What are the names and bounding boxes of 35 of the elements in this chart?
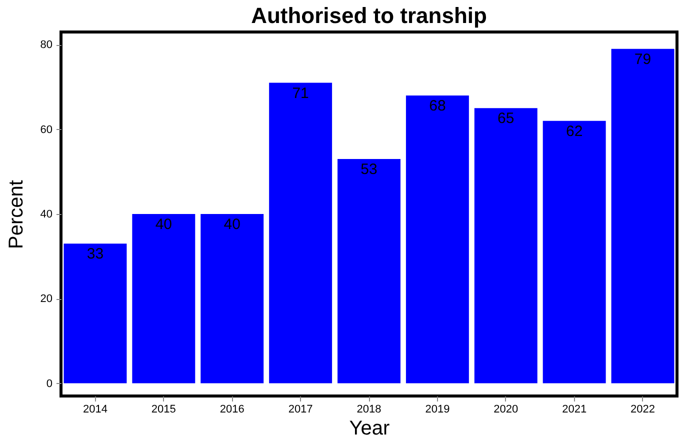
bar — [269, 82, 332, 384]
x-axis-title: Year — [349, 418, 390, 440]
x-tick-label: 2016 — [220, 404, 244, 416]
x-tick-label: 2021 — [562, 404, 587, 416]
x-tick-label: 2018 — [356, 404, 382, 416]
bar — [64, 244, 127, 384]
data-label: 40 — [224, 216, 240, 233]
data-label: 79 — [634, 50, 652, 68]
x-tick-label: 2014 — [82, 404, 108, 416]
bar — [200, 214, 264, 384]
y-axis-title: Percent — [5, 180, 28, 249]
data-label: 68 — [429, 97, 446, 114]
x-tick-label: 2017 — [288, 404, 313, 416]
x-tick-label: 2022 — [630, 404, 656, 416]
bar — [542, 120, 606, 384]
bar — [611, 48, 674, 384]
data-label: 62 — [566, 122, 583, 140]
bar — [474, 108, 538, 384]
chart-title: Authorised to tranship — [251, 3, 487, 28]
y-tick-label: 20 — [40, 293, 52, 306]
data-label: 40 — [155, 216, 172, 233]
bar — [132, 214, 196, 384]
bar — [406, 95, 469, 384]
x-tick-label: 2020 — [494, 404, 518, 416]
data-label: 65 — [498, 110, 514, 128]
y-tick-label: 0 — [46, 378, 52, 390]
y-tick-label: 80 — [40, 39, 52, 52]
data-label: 33 — [86, 246, 104, 263]
y-tick-label: 60 — [40, 124, 52, 136]
x-tick-label: 2019 — [425, 404, 450, 416]
x-tick-label: 2015 — [151, 404, 176, 416]
y-tick-label: 40 — [40, 208, 52, 220]
data-label: 53 — [360, 160, 378, 178]
bar — [338, 158, 400, 384]
data-label: 71 — [292, 84, 309, 102]
